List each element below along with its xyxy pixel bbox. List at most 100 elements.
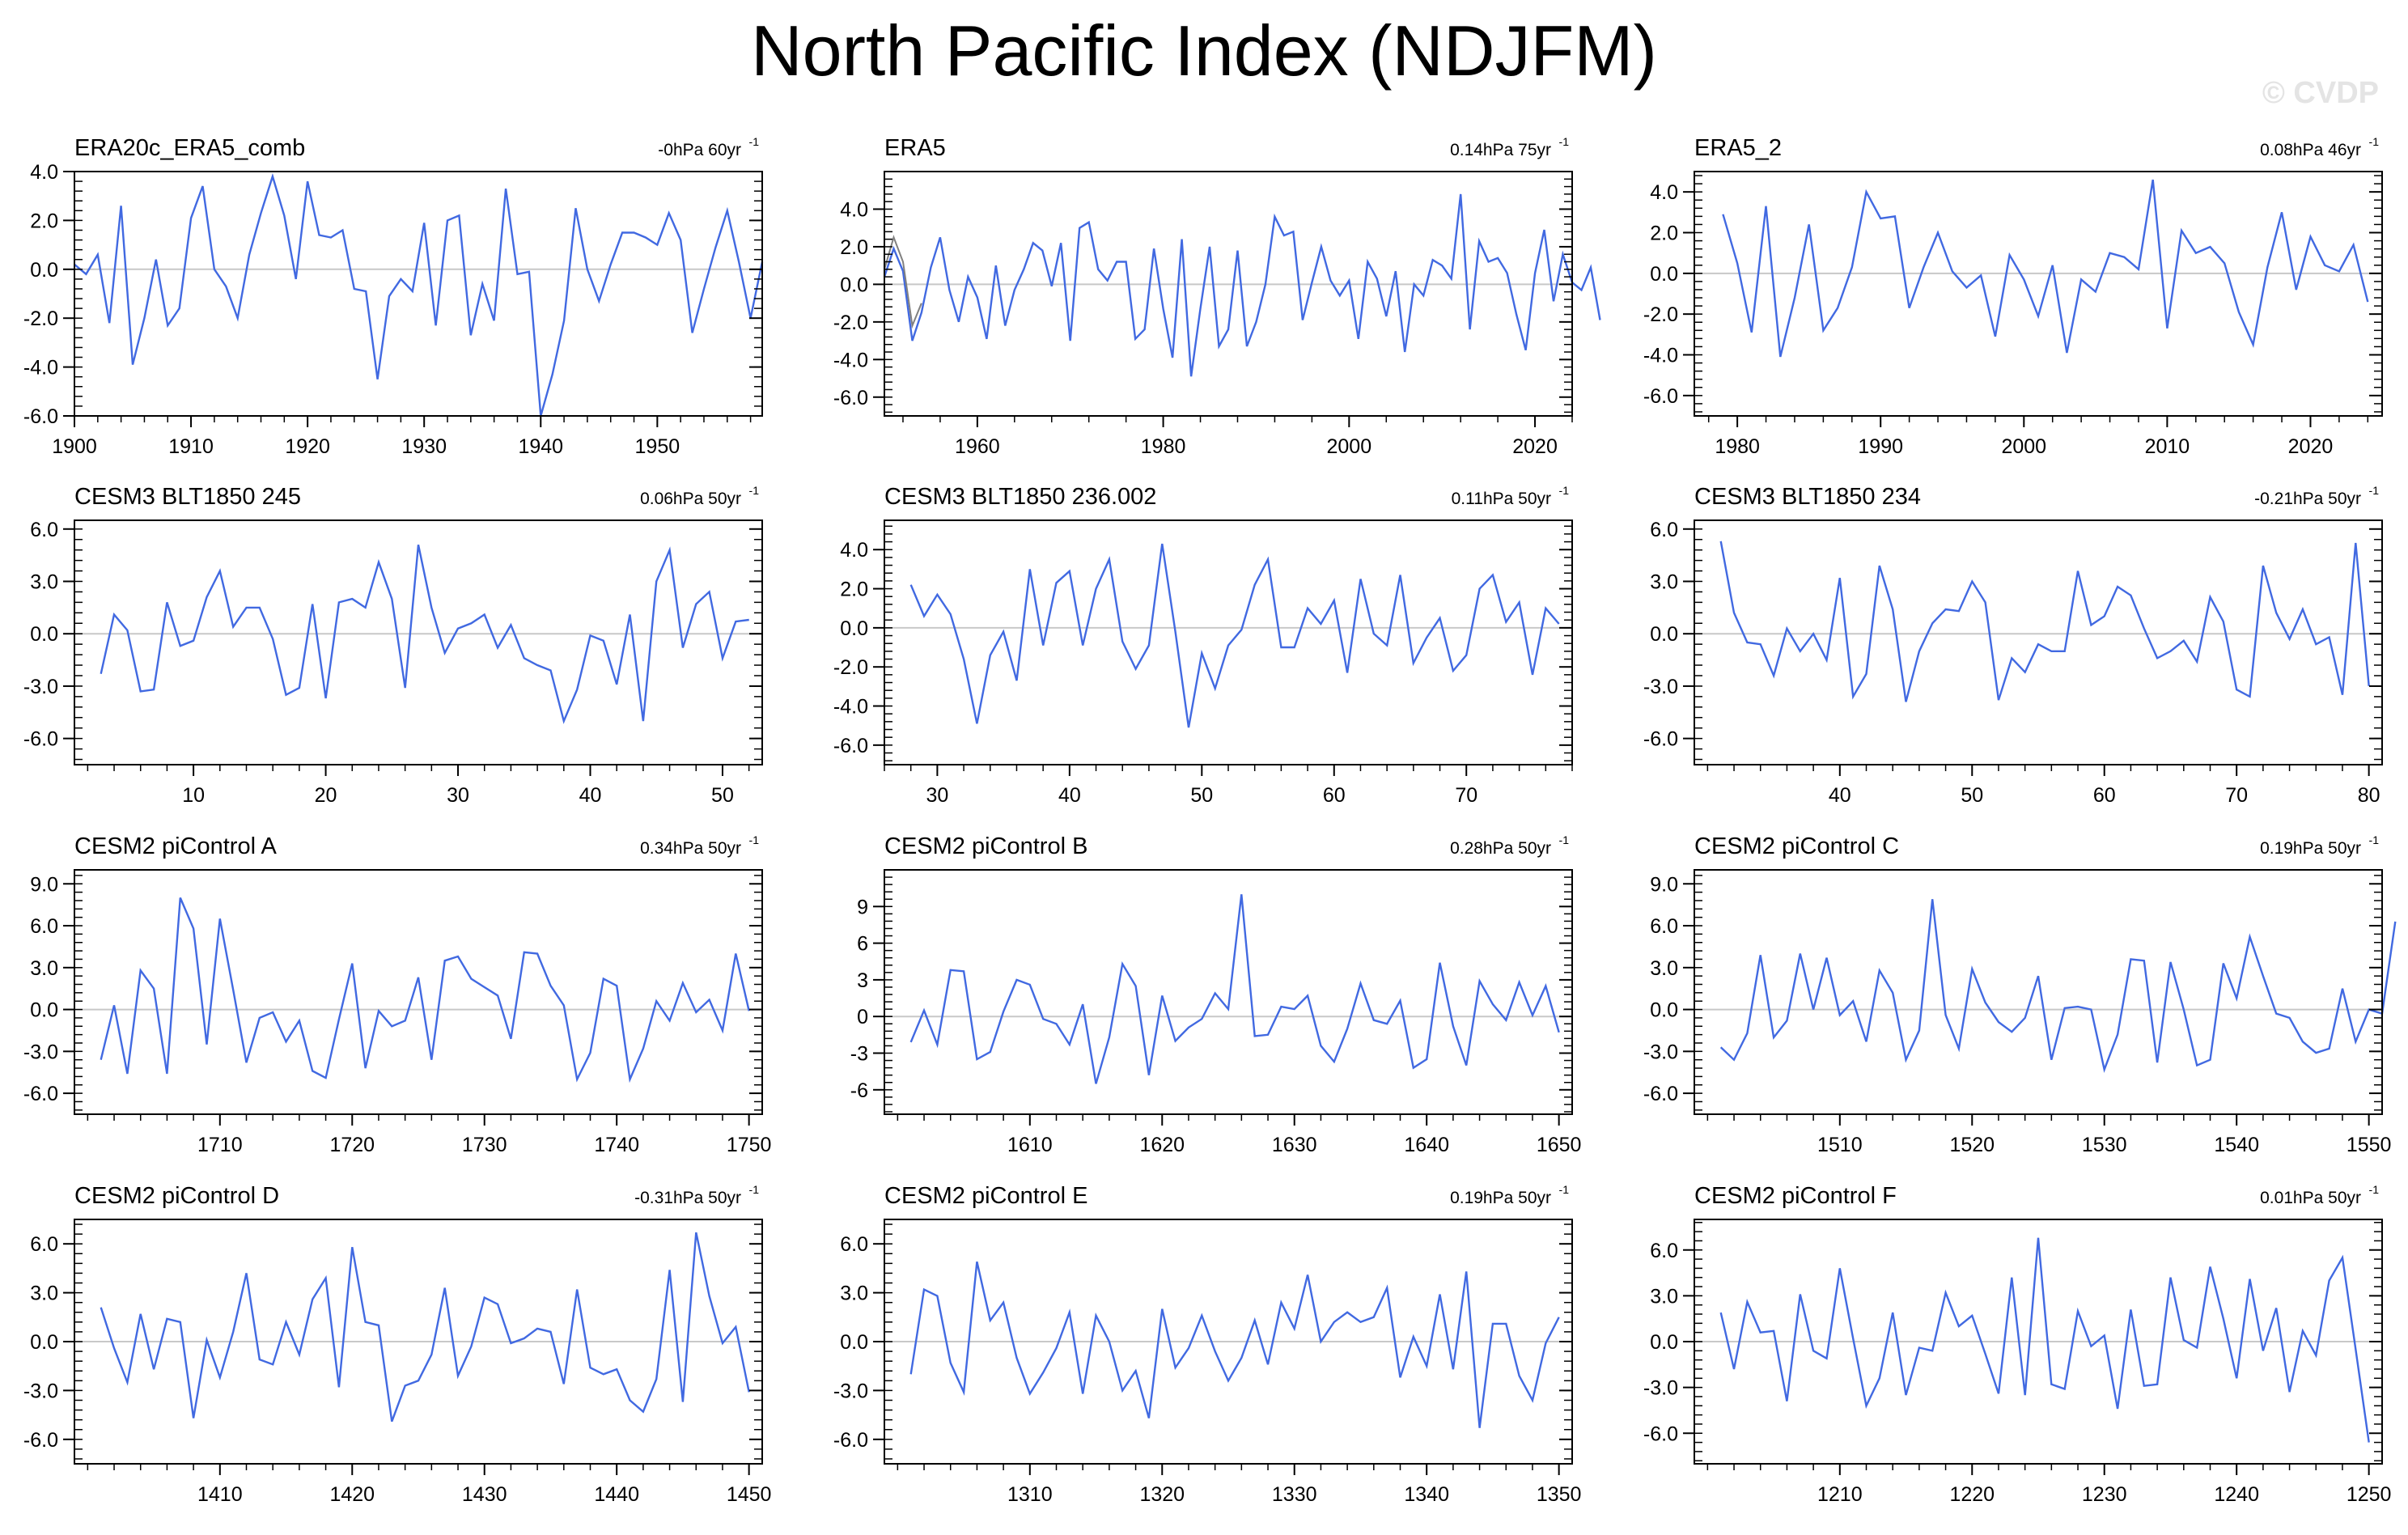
y-tick-label: -4.0 <box>833 696 868 719</box>
x-tick-label: 2010 <box>2145 435 2190 458</box>
x-tick-label: 1220 <box>1949 1483 1995 1506</box>
trend-label: 0.34hPa 50yr <box>640 839 741 858</box>
x-tick-label: 50 <box>1961 784 1983 807</box>
series-line <box>100 897 750 1083</box>
trend-label: 0.19hPa 50yr <box>2260 839 2361 858</box>
y-tick-label: 9.0 <box>30 873 58 896</box>
y-tick-label: 0.0 <box>30 259 58 282</box>
panel-title: CESM3 BLT1850 245 <box>74 484 301 510</box>
series-line <box>909 894 1560 1084</box>
x-tick-label: 80 <box>2358 784 2380 807</box>
y-tick-label: -3.0 <box>833 1380 868 1402</box>
trend-label: 0.11hPa 50yr <box>1452 490 1551 508</box>
y-tick-label: -6.0 <box>1643 728 1678 751</box>
y-tick-label: 6.0 <box>30 1233 58 1256</box>
panel-5: -6.0 -4.0 -2.0 0.0 2.0 4.0 30 40 50 60 70 CESM3 BLT… <box>833 484 1573 807</box>
panel-title: CESM2 piControl B <box>884 833 1087 859</box>
y-tick-label: -6 <box>850 1079 868 1102</box>
y-tick-label: 9.0 <box>1650 873 1678 896</box>
y-tick-label: -3.0 <box>1643 1377 1678 1400</box>
x-tick-label: 1320 <box>1139 1483 1185 1506</box>
y-tick-label: 0.0 <box>30 1331 58 1354</box>
y-tick-label: -6.0 <box>833 1429 868 1452</box>
x-tick-label: 1450 <box>727 1483 772 1506</box>
plot-frame <box>74 171 763 417</box>
x-tick-label: 1350 <box>1537 1483 1582 1506</box>
x-tick-label: 1620 <box>1139 1134 1185 1156</box>
y-tick-label: -4.0 <box>1643 345 1678 367</box>
y-tick-label: 4.0 <box>1650 181 1678 204</box>
plot-frame <box>74 869 763 1115</box>
panel-6: -6.0 -3.0 0.0 3.0 6.0 40 50 60 70 80 CESM3 BLT1850… <box>1643 484 2383 807</box>
page-title: North Pacific Index (NDJFM) <box>751 11 1657 91</box>
x-tick-label: 1420 <box>329 1483 375 1506</box>
y-tick-label: 0.0 <box>840 617 868 640</box>
panel-2: -6.0 -4.0 -2.0 0.0 2.0 4.0 1960 1980 2000 2020 ERA… <box>833 135 1601 458</box>
x-tick-label: 1540 <box>2214 1134 2259 1156</box>
trend-exponent: -1 <box>749 1183 760 1196</box>
x-tick-label: 70 <box>1455 784 1477 807</box>
x-tick-label: 1950 <box>635 435 680 458</box>
y-tick-label: -6.0 <box>1643 385 1678 408</box>
y-tick-label: -6.0 <box>23 1083 58 1105</box>
trend-exponent: -1 <box>749 484 760 497</box>
x-tick-label: 1550 <box>2347 1134 2392 1156</box>
plot-frame <box>1694 869 2383 1115</box>
series-line <box>1722 179 2369 358</box>
y-tick-label: -2.0 <box>1643 303 1678 326</box>
x-tick-label: 1980 <box>1141 435 1186 458</box>
x-tick-label: 1440 <box>594 1483 639 1506</box>
x-tick-label: 1430 <box>462 1483 507 1506</box>
x-tick-label: 40 <box>1058 784 1081 807</box>
y-tick-label: 6.0 <box>30 519 58 541</box>
panel-1: -6.0 -4.0 -2.0 0.0 2.0 4.0 1900 1910 1920 1930 194… <box>23 135 764 458</box>
x-tick-label: 1650 <box>1537 1134 1582 1156</box>
y-tick-label: 0.0 <box>30 623 58 646</box>
y-tick-label: 3.0 <box>1650 1285 1678 1308</box>
y-tick-label: 0.0 <box>840 274 868 296</box>
y-tick-label: 9 <box>857 896 868 918</box>
trend-exponent: -1 <box>2369 135 2380 148</box>
y-tick-label: -6.0 <box>23 728 58 751</box>
panel-title: CESM2 piControl A <box>74 833 277 859</box>
trend-label: -0.21hPa 50yr <box>2254 490 2361 508</box>
x-tick-label: 1230 <box>2082 1483 2127 1506</box>
x-tick-label: 1920 <box>285 435 330 458</box>
trend-label: 0.19hPa 50yr <box>1450 1189 1551 1207</box>
y-tick-label: 3 <box>857 969 868 992</box>
y-tick-label: 0.0 <box>1650 263 1678 286</box>
y-tick-label: 3.0 <box>840 1283 868 1305</box>
y-tick-label: -3.0 <box>23 1380 58 1402</box>
y-tick-label: -6.0 <box>833 387 868 409</box>
x-tick-label: 1740 <box>594 1134 639 1156</box>
panel-title: CESM2 piControl E <box>884 1183 1087 1209</box>
x-tick-label: 1240 <box>2214 1483 2259 1506</box>
x-tick-label: 2020 <box>2288 435 2334 458</box>
series-line <box>909 543 1560 728</box>
y-tick-label: 3.0 <box>1650 571 1678 594</box>
x-tick-label: 2000 <box>2001 435 2046 458</box>
panel-8: -6 -3 0 3 6 9 1610 1620 1630 1640 1650 CESM2 piCont… <box>850 833 1582 1156</box>
panel-4: -6.0 -3.0 0.0 3.0 6.0 10 20 30 40 50 CESM3 BLT1850… <box>23 484 763 807</box>
y-tick-label: 2.0 <box>1650 223 1678 245</box>
trend-exponent: -1 <box>749 135 760 148</box>
y-tick-label: 6.0 <box>840 1233 868 1256</box>
panel-11: -6.0 -3.0 0.0 3.0 6.0 1310 1320 1330 1340 1350 CES… <box>833 1183 1582 1506</box>
panel-3: -6.0 -4.0 -2.0 0.0 2.0 4.0 1980 1990 2000 2010 202… <box>1643 135 2383 458</box>
plot-frame <box>884 869 1573 1115</box>
series-line <box>100 1232 750 1423</box>
x-tick-label: 1310 <box>1007 1483 1053 1506</box>
x-tick-label: 1610 <box>1007 1134 1053 1156</box>
series-line <box>1719 1237 2370 1443</box>
y-tick-label: -6.0 <box>1643 1423 1678 1445</box>
trend-exponent: -1 <box>1559 135 1570 148</box>
x-tick-label: 30 <box>447 784 469 807</box>
trend-label: -0hPa 60yr <box>658 141 741 159</box>
y-tick-label: 0.0 <box>30 999 58 1022</box>
x-tick-label: 1210 <box>1817 1483 1863 1506</box>
panel-title: ERA5 <box>884 135 946 161</box>
panel-9: -6.0 -3.0 0.0 3.0 6.0 9.0 1510 1520 1530 1540 1550… <box>1643 833 2397 1156</box>
x-tick-label: 1960 <box>955 435 1000 458</box>
x-tick-label: 1900 <box>52 435 97 458</box>
y-tick-label: 4.0 <box>840 539 868 562</box>
